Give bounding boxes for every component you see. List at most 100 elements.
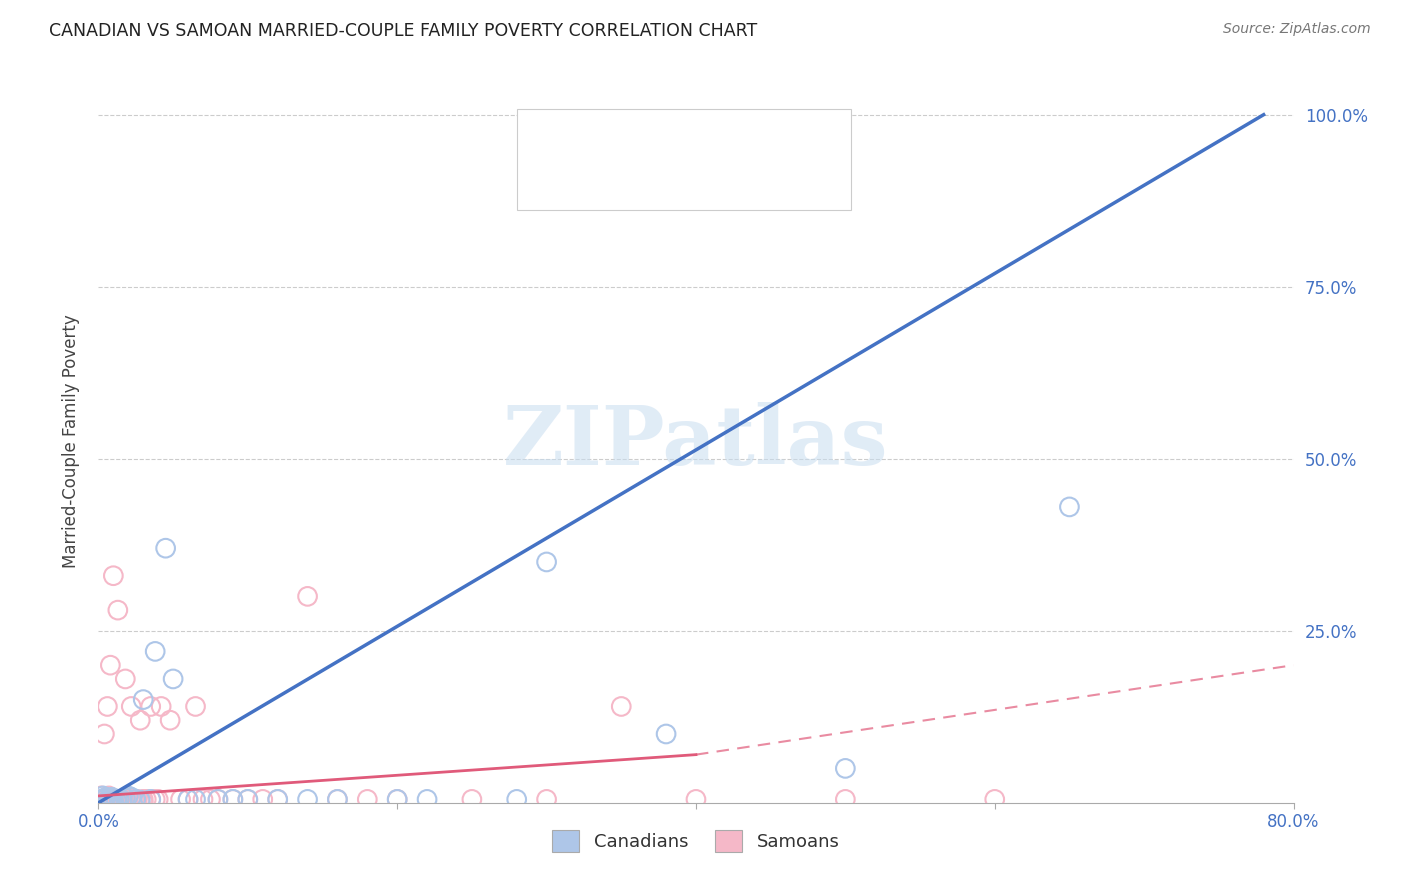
Point: [94, 796, 117, 810]
Point: [236, 792, 259, 806]
Point: [536, 792, 558, 806]
Point: [114, 791, 136, 805]
Point: [114, 792, 136, 806]
Point: [129, 793, 152, 807]
Point: [139, 699, 162, 714]
Point: [200, 792, 222, 806]
Point: [101, 792, 124, 806]
Point: [93, 792, 115, 806]
Point: [91, 792, 114, 806]
Point: [103, 568, 125, 582]
Point: [103, 792, 125, 806]
Point: [112, 796, 135, 810]
Point: [159, 713, 181, 727]
Point: [111, 792, 134, 806]
Point: [90, 789, 112, 803]
Point: [184, 699, 207, 714]
Point: [89, 796, 111, 810]
Point: [120, 699, 142, 714]
Point: [114, 672, 136, 686]
Point: [104, 796, 127, 810]
Point: [834, 761, 856, 775]
Point: [108, 796, 131, 810]
Point: [169, 792, 191, 806]
Point: [297, 590, 319, 604]
Point: [139, 792, 162, 806]
Point: [267, 792, 290, 806]
Point: [125, 796, 148, 810]
Point: [97, 789, 120, 803]
Point: [326, 792, 349, 806]
Point: [98, 796, 122, 810]
Point: [143, 792, 166, 806]
Point: [177, 792, 200, 806]
Point: [117, 796, 139, 810]
Point: [1059, 500, 1081, 514]
Point: [385, 792, 409, 806]
Point: [101, 790, 124, 805]
Point: [97, 792, 120, 806]
Point: [610, 699, 633, 714]
Point: [356, 792, 378, 806]
Text: ZIPatlas: ZIPatlas: [503, 401, 889, 482]
Point: [207, 792, 229, 806]
Y-axis label: Married-Couple Family Poverty: Married-Couple Family Poverty: [62, 315, 80, 568]
Point: [94, 790, 117, 805]
Text: CANADIAN VS SAMOAN MARRIED-COUPLE FAMILY POVERTY CORRELATION CHART: CANADIAN VS SAMOAN MARRIED-COUPLE FAMILY…: [49, 22, 758, 40]
Point: [117, 792, 139, 806]
Point: [222, 792, 245, 806]
Point: [536, 555, 558, 569]
Point: [184, 792, 207, 806]
Point: [143, 644, 166, 658]
Point: [297, 792, 319, 806]
Point: [685, 792, 707, 806]
Point: [461, 792, 484, 806]
Point: [90, 792, 112, 806]
Point: [236, 792, 259, 806]
Point: [162, 672, 184, 686]
Point: [124, 792, 146, 806]
Point: [120, 796, 142, 810]
Point: [155, 541, 177, 556]
Point: [103, 792, 125, 806]
Point: [107, 792, 129, 806]
Point: [103, 796, 125, 810]
Point: [132, 692, 155, 706]
Point: [132, 792, 155, 806]
Point: [98, 658, 122, 673]
Point: [105, 792, 128, 806]
Point: [191, 792, 214, 806]
Point: [416, 792, 439, 806]
Point: [834, 792, 856, 806]
Point: [104, 792, 127, 806]
Point: [91, 789, 114, 803]
Point: [326, 792, 349, 806]
Point: [127, 792, 149, 806]
Point: [120, 790, 142, 805]
Point: [655, 727, 678, 741]
Point: [96, 792, 118, 806]
Point: [105, 794, 128, 808]
Point: [110, 792, 132, 806]
Point: [267, 792, 290, 806]
Point: [110, 796, 132, 810]
Point: [94, 792, 117, 806]
Point: [91, 796, 114, 810]
Point: [148, 792, 170, 806]
Point: [129, 713, 152, 727]
Point: [98, 793, 122, 807]
Point: [98, 792, 122, 806]
Point: [984, 792, 1007, 806]
Point: [96, 796, 118, 810]
Point: [207, 792, 229, 806]
Point: [252, 792, 274, 806]
Text: Source: ZipAtlas.com: Source: ZipAtlas.com: [1223, 22, 1371, 37]
Point: [139, 792, 162, 806]
Point: [96, 699, 118, 714]
Legend: Canadians, Samoans: Canadians, Samoans: [546, 822, 846, 859]
Point: [93, 796, 115, 810]
Point: [111, 793, 134, 807]
Point: [135, 792, 157, 806]
Point: [107, 603, 129, 617]
Point: [129, 796, 152, 810]
